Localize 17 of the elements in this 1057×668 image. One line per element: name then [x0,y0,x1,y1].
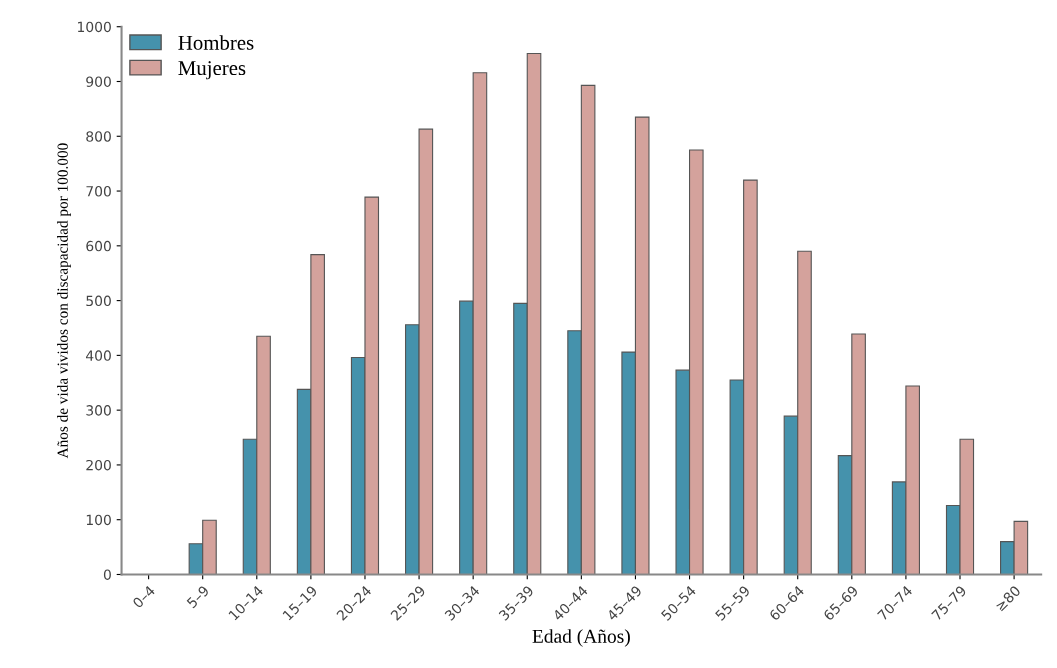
x-axis-title: Edad (Años) [532,629,630,647]
y-tick-label: 500 [86,295,111,307]
y-tick-label: 800 [86,131,111,142]
x-tick-label: 0–4 [132,584,156,609]
y-tick-label: 600 [86,240,111,252]
y-tick-label: 1000 [78,21,111,33]
y-tick-label: 700 [86,186,111,197]
y-tick-label: 300 [86,405,111,416]
x-tick-label: 5–9 [186,585,210,609]
y-tick-label: 200 [86,459,111,471]
legend-label: Mujeres [178,61,246,80]
legend-label: Hombres [178,35,254,50]
y-tick-label: 100 [86,514,111,526]
y-tick-label: 900 [86,76,111,87]
y-axis-title: Años de vida vividos con discapacidad por 100.000 [57,143,71,459]
y-tick-label: 400 [86,350,111,361]
y-tick-label: 0 [103,569,111,580]
